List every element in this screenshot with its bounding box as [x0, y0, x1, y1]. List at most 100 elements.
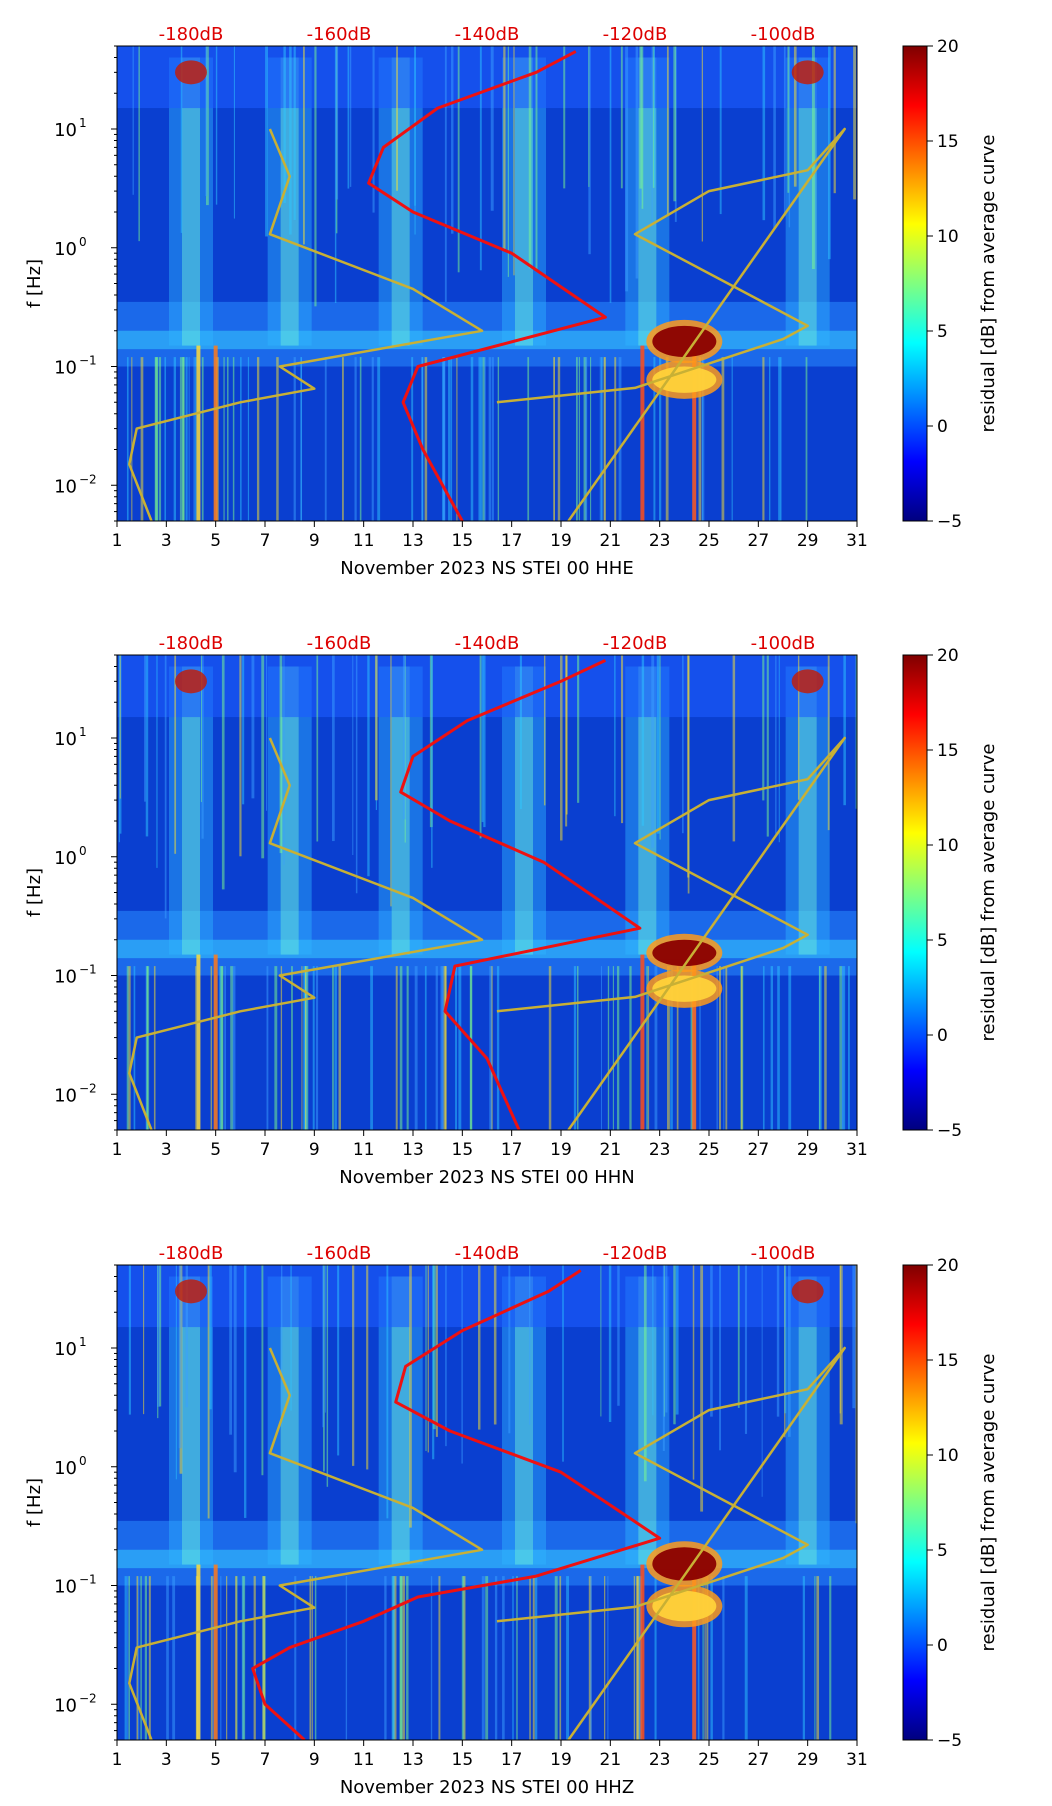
colorbar-gradient	[902, 45, 928, 522]
db-scale-label: -140dB	[455, 633, 520, 654]
db-scale-label: -120dB	[603, 1243, 668, 1264]
x-tick-label: 21	[600, 1750, 622, 1770]
y-tick-exponent: −2	[79, 472, 97, 486]
colorbar-tick-label: 5	[937, 322, 948, 342]
y-tick-exponent: −1	[79, 354, 97, 368]
y-tick-exponent: 0	[79, 844, 87, 858]
hot-band-2	[652, 975, 717, 1002]
psd-curve	[367, 50, 607, 521]
x-tick-label: 21	[600, 531, 622, 551]
y-tick-label: 10	[54, 358, 77, 379]
x-tick-label: 23	[649, 531, 671, 551]
db-scale-label: -160dB	[307, 633, 372, 654]
x-tick-label: 17	[501, 1140, 523, 1160]
x-tick-label: 31	[846, 1140, 868, 1160]
x-tick-label: 29	[797, 1750, 819, 1770]
hot-band-1	[652, 1547, 717, 1581]
noise-model-low	[128, 1347, 484, 1740]
spectrogram-texture	[117, 655, 857, 1130]
y-tick-label: 10	[54, 1458, 77, 1479]
x-tick-label: 3	[161, 531, 172, 551]
db-scale-label: -120dB	[603, 633, 668, 654]
x-tick-label: 5	[210, 531, 221, 551]
psd-curve	[251, 1269, 662, 1740]
db-scale-label: -140dB	[455, 24, 520, 45]
colorbar-1: 20 15 10 5 0 −5 residual [dB] from average cur…	[902, 37, 999, 532]
x-tick-label: 13	[402, 1750, 424, 1770]
colorbar-tick-label: 10	[937, 1446, 959, 1466]
db-scale-label: -120dB	[603, 24, 668, 45]
colorbar-tick-label: 10	[937, 227, 959, 247]
y-tick-label: 10	[54, 1339, 77, 1360]
x-tick-label: 25	[698, 1140, 720, 1160]
db-scale-label: -100dB	[751, 633, 816, 654]
y-tick-exponent: −2	[79, 1081, 97, 1095]
x-tick-label: 23	[649, 1140, 671, 1160]
y-tick-label: 10	[54, 1085, 77, 1106]
x-tick-label: 15	[452, 1140, 474, 1160]
x-tick-label: 9	[309, 531, 320, 551]
colorbar-label: residual [dB] from average curve	[978, 134, 999, 432]
colorbar-tick-label: 20	[937, 37, 959, 57]
x-tick-label: 31	[846, 531, 868, 551]
x-tick-label: 21	[600, 1140, 622, 1160]
y-tick-exponent: 1	[79, 116, 87, 130]
x-tick-label: 11	[353, 1750, 375, 1770]
noise-model-high	[496, 1346, 846, 1740]
x-tick-label: 1	[112, 531, 123, 551]
y-tick-exponent: −1	[79, 1573, 97, 1587]
psd-curve	[399, 659, 642, 1130]
colorbar-2: 20 15 10 5 0 −5 residual [dB] from average cur…	[902, 646, 999, 1141]
x-tick-label: 13	[402, 1140, 424, 1160]
x-tick-label: 29	[797, 1140, 819, 1160]
x-tick-label: 11	[353, 1140, 375, 1160]
colorbar-label: residual [dB] from average curve	[978, 1353, 999, 1651]
y-tick-exponent: −1	[79, 963, 97, 977]
colorbar-tick-label: −5	[937, 1731, 962, 1751]
spectrogram-texture	[117, 1265, 857, 1740]
y-axis-label: f [Hz]	[24, 868, 45, 917]
hot-band-1	[652, 939, 717, 967]
colorbar-tick-label: 20	[937, 1256, 959, 1276]
colorbar-3: 20 15 10 5 0 −5 residual [dB] from average cur…	[902, 1256, 999, 1751]
colorbar-tick-label: −5	[937, 1121, 962, 1141]
x-tick-label: 31	[846, 1750, 868, 1770]
colorbar-gradient	[902, 1264, 928, 1741]
x-tick-label: 13	[402, 531, 424, 551]
x-tick-label: 11	[353, 531, 375, 551]
colorbar-tick-label: 0	[937, 1026, 948, 1046]
db-scale-label: -140dB	[455, 1243, 520, 1264]
noise-model-low	[128, 128, 484, 521]
colorbar-tick-label: 15	[937, 132, 959, 152]
y-axis-label: f [Hz]	[24, 259, 45, 308]
x-tick-label: 1	[112, 1750, 123, 1770]
y-tick-exponent: 1	[79, 1335, 87, 1349]
x-tick-label: 15	[452, 1750, 474, 1770]
db-scale-label: -100dB	[751, 24, 816, 45]
x-tick-label: 23	[649, 1750, 671, 1770]
colorbar-tick-label: −5	[937, 512, 962, 532]
x-tick-label: 3	[161, 1750, 172, 1770]
colorbar-label: residual [dB] from average curve	[978, 743, 999, 1041]
y-tick-label: 10	[54, 1695, 77, 1716]
x-tick-label: 7	[260, 531, 271, 551]
colorbar-tick-label: 5	[937, 1541, 948, 1561]
colorbar-tick-label: 0	[937, 1636, 948, 1656]
db-scale-label: -180dB	[159, 24, 224, 45]
x-tick-label: 25	[698, 531, 720, 551]
colorbar-tick-label: 15	[937, 1351, 959, 1371]
db-scale-label: -160dB	[307, 1243, 372, 1264]
colorbar-tick-label: 10	[937, 836, 959, 856]
noise-model-high	[496, 736, 846, 1130]
colorbar-gradient	[902, 654, 928, 1131]
y-tick-label: 10	[54, 239, 77, 260]
y-tick-exponent: 0	[79, 235, 87, 249]
x-tick-label: 3	[161, 1140, 172, 1160]
x-tick-label: 5	[210, 1750, 221, 1770]
y-tick-label: 10	[54, 729, 77, 750]
x-tick-label: 27	[748, 531, 770, 551]
db-scale-label: -180dB	[159, 1243, 224, 1264]
colorbar-tick-label: 5	[937, 931, 948, 951]
x-tick-label: 9	[309, 1750, 320, 1770]
db-scale-label: -100dB	[751, 1243, 816, 1264]
